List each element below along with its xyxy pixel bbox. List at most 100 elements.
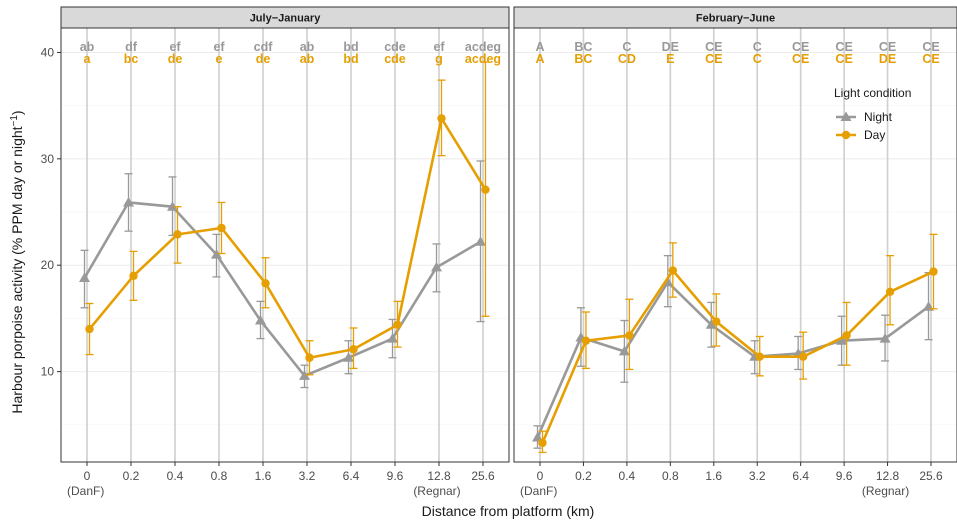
x-tick-label: 0.8: [662, 469, 679, 483]
significance-letter-day: acdeg: [465, 52, 501, 66]
data-point: [879, 333, 891, 343]
significance-letter-night: bd: [343, 40, 358, 54]
significance-letter-night: cdf: [254, 40, 274, 54]
significance-letter-day: bc: [124, 52, 139, 66]
y-tick-label: 40: [41, 45, 55, 59]
x-tick-label: 3.2: [749, 469, 766, 483]
data-point: [217, 223, 226, 233]
significance-letter-night: BC: [574, 40, 592, 54]
x-tick-sublabel: (DanF): [67, 484, 104, 498]
y-axis: 10 20 30 40: [41, 45, 61, 379]
y-tick-label: 30: [41, 152, 55, 166]
x-tick-label: 9.6: [836, 469, 853, 483]
x-tick-sublabel: (Regnar): [862, 484, 909, 498]
significance-letter-day: CE: [835, 52, 852, 66]
legend-entry-day: Day: [836, 128, 885, 142]
significance-letter-night: A: [535, 40, 544, 54]
significance-letter-day: CE: [922, 52, 939, 66]
data-point: [885, 287, 895, 297]
data-point: [538, 438, 547, 448]
panel-title: February−June: [696, 13, 775, 25]
significance-letter-day: bd: [343, 52, 358, 66]
data-point: [668, 266, 678, 275]
significance-letter-night: CE: [835, 40, 852, 54]
significance-letter-night: DE: [662, 40, 679, 54]
x-tick-label: 0.4: [619, 469, 636, 483]
significance-letter-day: de: [168, 52, 183, 66]
data-point: [431, 261, 442, 272]
legend-label: Day: [864, 128, 885, 142]
data-point: [625, 331, 634, 340]
significance-letter-night: acdeg: [465, 40, 501, 54]
significance-letter-night: C: [753, 40, 762, 54]
significance-letter-day: E: [666, 52, 674, 66]
significance-letter-night: df: [125, 40, 138, 54]
data-point: [618, 345, 630, 356]
panel-border: [60, 27, 510, 463]
y-axis-title: Harbour porpoise activity (% PPM day or …: [9, 110, 26, 413]
data-point: [798, 352, 808, 361]
x-tick-label: 12.8: [427, 469, 451, 483]
data-point: [79, 272, 90, 282]
data-point: [836, 335, 848, 345]
data-point: [705, 319, 717, 329]
panel-background: [514, 28, 957, 462]
significance-letter-day: CE: [705, 52, 722, 66]
significance-letter-day: CD: [618, 52, 636, 66]
data-point: [343, 352, 354, 362]
data-point: [712, 317, 721, 326]
data-point: [929, 267, 938, 276]
significance-letter-night: CE: [792, 40, 809, 54]
significance-letter-night: CE: [922, 40, 939, 54]
significance-letter-night: ab: [300, 40, 315, 54]
x-tick-label: 0.2: [123, 469, 140, 483]
significance-letter-day: C: [753, 52, 762, 66]
significance-letter-day: a: [84, 52, 92, 66]
x-tick-label: 0: [537, 469, 544, 483]
x-tick-sublabel: (Regnar): [413, 484, 460, 498]
x-tick-label: 1.6: [255, 469, 272, 483]
x-tick-label: 0.8: [211, 469, 228, 483]
y-tick-label: 10: [41, 365, 55, 379]
data-point: [581, 336, 591, 345]
x-tick-label: 12.8: [876, 469, 900, 483]
legend-label: Night: [864, 110, 893, 124]
legend: Light condition Night Day: [834, 86, 911, 142]
significance-letter-day: A: [535, 52, 544, 66]
significance-letter-day: BC: [574, 52, 592, 66]
significance-letter-night: CE: [705, 40, 722, 54]
significance-letter-day: DE: [879, 52, 896, 66]
significance-letter-day: CE: [792, 52, 809, 66]
significance-letter-day: g: [435, 52, 443, 66]
legend-title: Light condition: [834, 86, 911, 100]
significance-letter-day: e: [216, 52, 223, 66]
panel-background: [61, 28, 509, 462]
significance-letter-day: de: [256, 52, 271, 66]
x-tick-label: 0: [84, 469, 91, 483]
legend-key-marker: [841, 130, 851, 140]
significance-letter-day: cde: [384, 52, 406, 66]
data-point: [842, 331, 851, 340]
data-point: [755, 352, 764, 361]
panel-border: [513, 27, 957, 463]
x-axis-title: Distance from platform (km): [422, 503, 595, 519]
significance-letter-night: ef: [213, 40, 225, 54]
x-tick-label: 1.6: [705, 469, 722, 483]
significance-letter-night: C: [622, 40, 631, 54]
significance-letter-night: CE: [879, 40, 896, 54]
series-line: [83, 201, 482, 378]
y-tick-label: 20: [41, 258, 55, 272]
legend-entry-night: Night: [836, 110, 893, 124]
series-line: [541, 269, 935, 444]
data-point: [349, 345, 358, 354]
data-point: [437, 114, 446, 123]
data-point: [261, 279, 270, 288]
data-point: [211, 249, 222, 259]
data-point: [475, 236, 486, 246]
y-axis-title-main: Harbour porpoise activity (% PPM day or …: [9, 126, 25, 413]
data-point: [299, 370, 310, 380]
significance-letter-night: ab: [80, 40, 95, 54]
